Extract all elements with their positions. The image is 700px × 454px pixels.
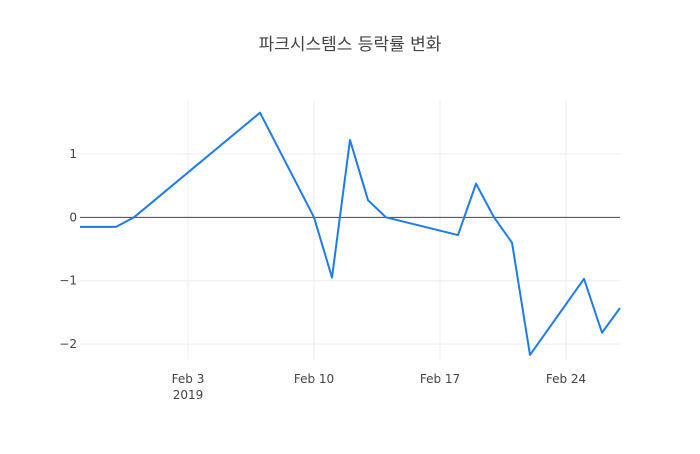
- series-line: [80, 111, 621, 356]
- y-tick-label: 1: [69, 147, 77, 161]
- x-tick-label: Feb 17: [420, 372, 460, 386]
- x-tick-label: Feb 10: [294, 372, 334, 386]
- y-tick-label: −2: [59, 337, 77, 351]
- series-layer: [80, 111, 621, 356]
- y-tick-label: 0: [69, 210, 77, 224]
- x-tick-sublabel: 2019: [173, 388, 204, 402]
- x-tick-label: Feb 3: [172, 372, 205, 386]
- axis-layer: Feb 3 2019 Feb 10 Feb 17 Feb 24 1 0 −1 −2: [59, 147, 586, 402]
- chart-title: 파크시스템스 등락률 변화: [259, 35, 442, 55]
- y-tick-label: −1: [59, 274, 77, 288]
- grid-layer: [80, 100, 620, 360]
- x-tick-label: Feb 24: [546, 372, 586, 386]
